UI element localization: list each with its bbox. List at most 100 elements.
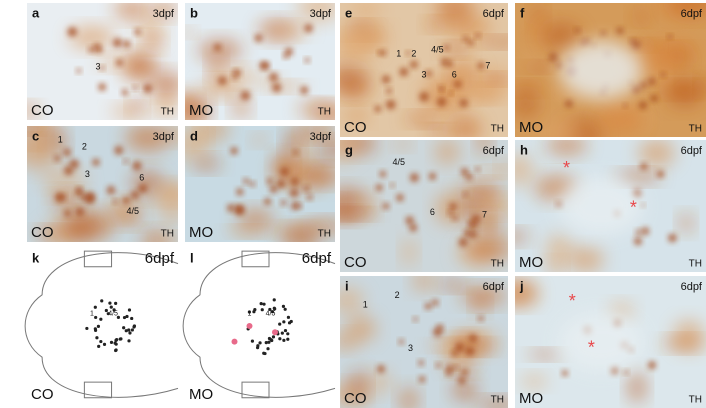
- condition-label: MO: [519, 390, 543, 407]
- neuron: [85, 326, 89, 331]
- cell: [449, 202, 457, 211]
- stain-blob: [527, 350, 563, 359]
- panel: c 3dpf CO TH 1 2 3 6 4/5: [27, 126, 178, 242]
- neuron: [99, 317, 103, 321]
- stain-blob: [314, 105, 335, 120]
- cell: [431, 299, 439, 306]
- cell: [447, 210, 453, 216]
- panel-letter: b: [190, 5, 198, 20]
- stage-label: 6dpf: [681, 145, 703, 157]
- stain-blob: [395, 140, 411, 150]
- cell: [114, 145, 124, 155]
- neuron: [115, 338, 119, 342]
- cell: [269, 185, 278, 194]
- cell: [668, 233, 677, 243]
- cell: [76, 68, 82, 74]
- neuron: [99, 339, 103, 344]
- neuron: [112, 308, 116, 312]
- cell: [448, 91, 453, 96]
- cell: [635, 229, 642, 236]
- cell: [377, 365, 386, 374]
- panel: a 3dpf CO TH 3: [27, 3, 178, 120]
- stain-blob: [632, 10, 651, 23]
- stain-blob: [515, 91, 539, 117]
- stain: [340, 3, 508, 137]
- cell: [425, 70, 432, 77]
- stain-blob: [39, 169, 88, 189]
- neuron: [130, 328, 134, 332]
- stain-blob: [679, 214, 693, 233]
- cell: [548, 52, 559, 63]
- neuron: [250, 339, 255, 343]
- eye: [241, 381, 270, 399]
- stain: [515, 140, 693, 272]
- stain-blob: [435, 140, 459, 164]
- marker-label: TH: [689, 259, 702, 270]
- cell: [564, 99, 574, 108]
- cell: [213, 43, 222, 52]
- cell: [296, 203, 303, 209]
- brain-outline: [182, 252, 336, 398]
- stain-blob: [477, 398, 508, 408]
- cell: [440, 58, 449, 67]
- cell: [647, 361, 657, 370]
- neuron: [125, 314, 129, 319]
- stain-blob: [232, 97, 250, 118]
- cluster-label: 1: [363, 299, 368, 309]
- neuron: [104, 308, 108, 313]
- cell: [122, 196, 130, 205]
- stain-blob: [295, 126, 335, 139]
- cell: [262, 62, 270, 70]
- cell: [280, 200, 287, 206]
- cluster-label: 1: [58, 134, 63, 144]
- stage-label: 6dpf: [483, 145, 505, 157]
- cell: [413, 316, 418, 322]
- cell: [263, 197, 272, 206]
- cell: [463, 192, 468, 197]
- stain-blob: [545, 140, 588, 155]
- stain-blob: [545, 234, 573, 267]
- stain-blob: [281, 226, 320, 242]
- cell: [289, 188, 299, 198]
- cell: [379, 49, 387, 57]
- stain-blob: [311, 167, 335, 185]
- cell: [638, 101, 648, 110]
- cell: [453, 365, 459, 370]
- cell: [616, 27, 624, 35]
- clear-zone: [558, 312, 643, 372]
- neuron: [130, 316, 134, 321]
- stain-blob: [185, 132, 210, 160]
- cell: [410, 60, 418, 69]
- cell: [622, 103, 628, 108]
- neuron: [122, 326, 126, 330]
- cluster-label: 2: [82, 141, 87, 151]
- cell: [236, 188, 244, 196]
- stain-blob: [515, 82, 542, 94]
- neuron: [267, 336, 272, 341]
- cell: [406, 50, 411, 56]
- cell: [641, 227, 650, 236]
- stain-blob: [515, 153, 534, 186]
- stain-blob: [340, 34, 372, 54]
- stain-blob: [148, 72, 178, 95]
- cell: [243, 178, 249, 185]
- schematic-bg: [27, 248, 178, 404]
- neuron: [132, 324, 137, 328]
- cluster-label: 3: [95, 62, 100, 72]
- stain: [27, 126, 178, 242]
- stain-blob: [465, 235, 508, 261]
- panel: j 6dpf MO TH * *: [515, 276, 706, 408]
- cell: [266, 178, 273, 185]
- stain-blob: [27, 137, 57, 169]
- cell: [306, 194, 313, 201]
- condition-label: MO: [189, 102, 213, 119]
- clear-zone: [558, 40, 643, 100]
- micrograph: [185, 3, 335, 120]
- stain-blob: [537, 119, 584, 137]
- stain-blob: [404, 113, 442, 125]
- schematic-bg: [185, 248, 335, 404]
- eye: [83, 250, 113, 268]
- stain-blob: [251, 135, 267, 146]
- stain-blob: [125, 126, 171, 152]
- cell: [409, 223, 418, 232]
